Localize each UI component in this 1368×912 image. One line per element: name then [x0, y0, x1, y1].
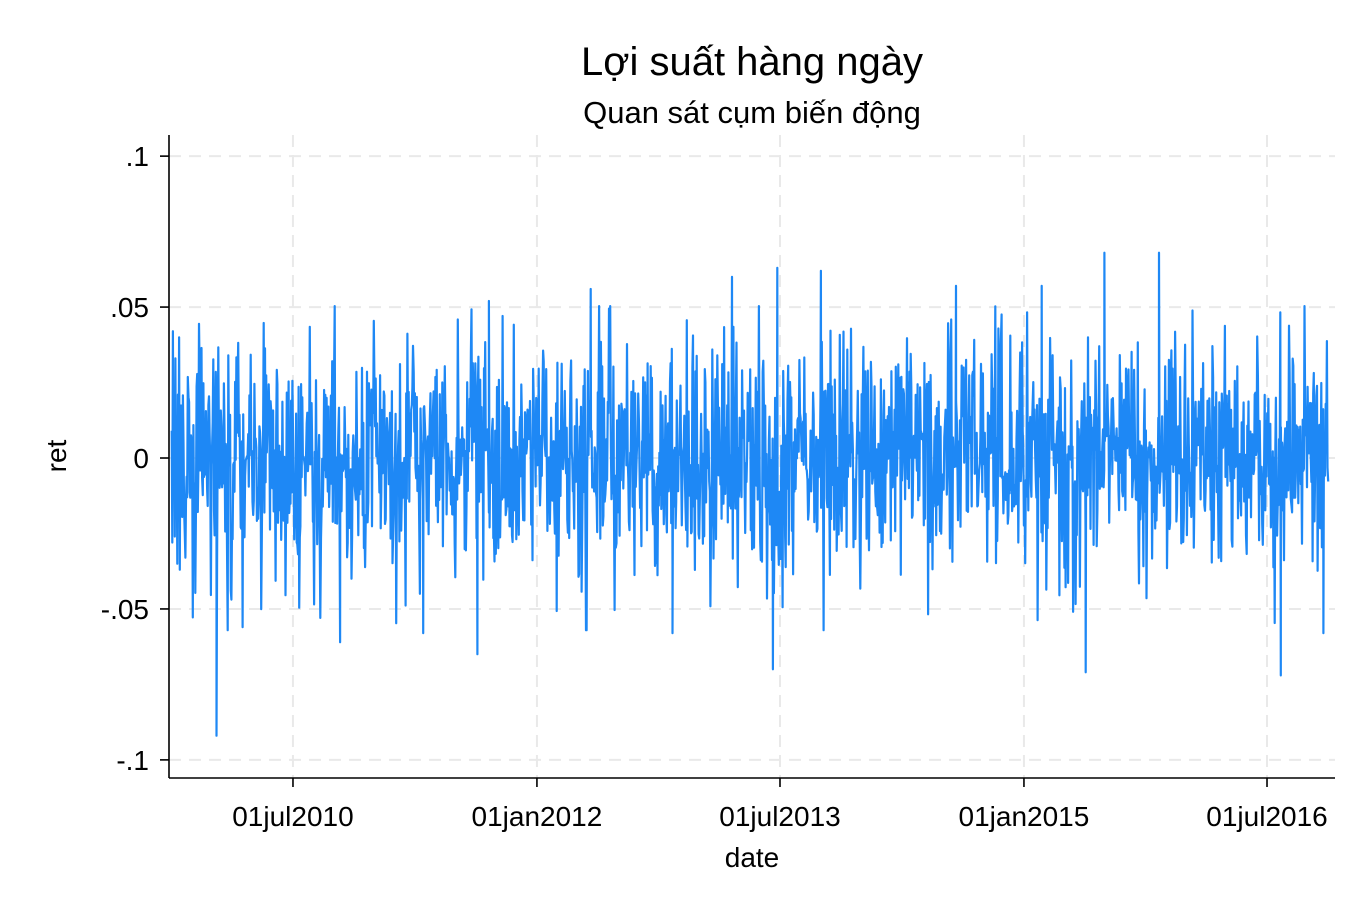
- y-tick-label: .1: [126, 141, 149, 172]
- y-axis-title: ret: [41, 439, 72, 472]
- y-tick-label: -.05: [101, 594, 149, 625]
- chart-subtitle: Quan sát cụm biến động: [583, 95, 921, 130]
- x-axis-title: date: [725, 842, 780, 873]
- y-tick-label: 0: [133, 443, 149, 474]
- x-axis-ticks: 01jul2010 01jan2012 01jul2013 01jan2015 01ju…: [232, 778, 1328, 832]
- x-tick-label: 01jul2010: [232, 801, 353, 832]
- series-layer: [170, 251, 1330, 737]
- y-tick-label: .05: [110, 292, 149, 323]
- axes: [168, 135, 1335, 779]
- y-tick-label: -.1: [116, 745, 149, 776]
- y-axis-ticks: -.1 -.05 0 .05 .1: [101, 141, 169, 776]
- series-line-ret: [170, 251, 1330, 737]
- x-tick-label: 01jul2013: [719, 801, 840, 832]
- x-tick-label: 01jan2015: [959, 801, 1090, 832]
- x-tick-label: 01jan2012: [472, 801, 603, 832]
- chart-title: Lợi suất hàng ngày: [581, 40, 923, 84]
- x-tick-label: 01jul2016: [1206, 801, 1327, 832]
